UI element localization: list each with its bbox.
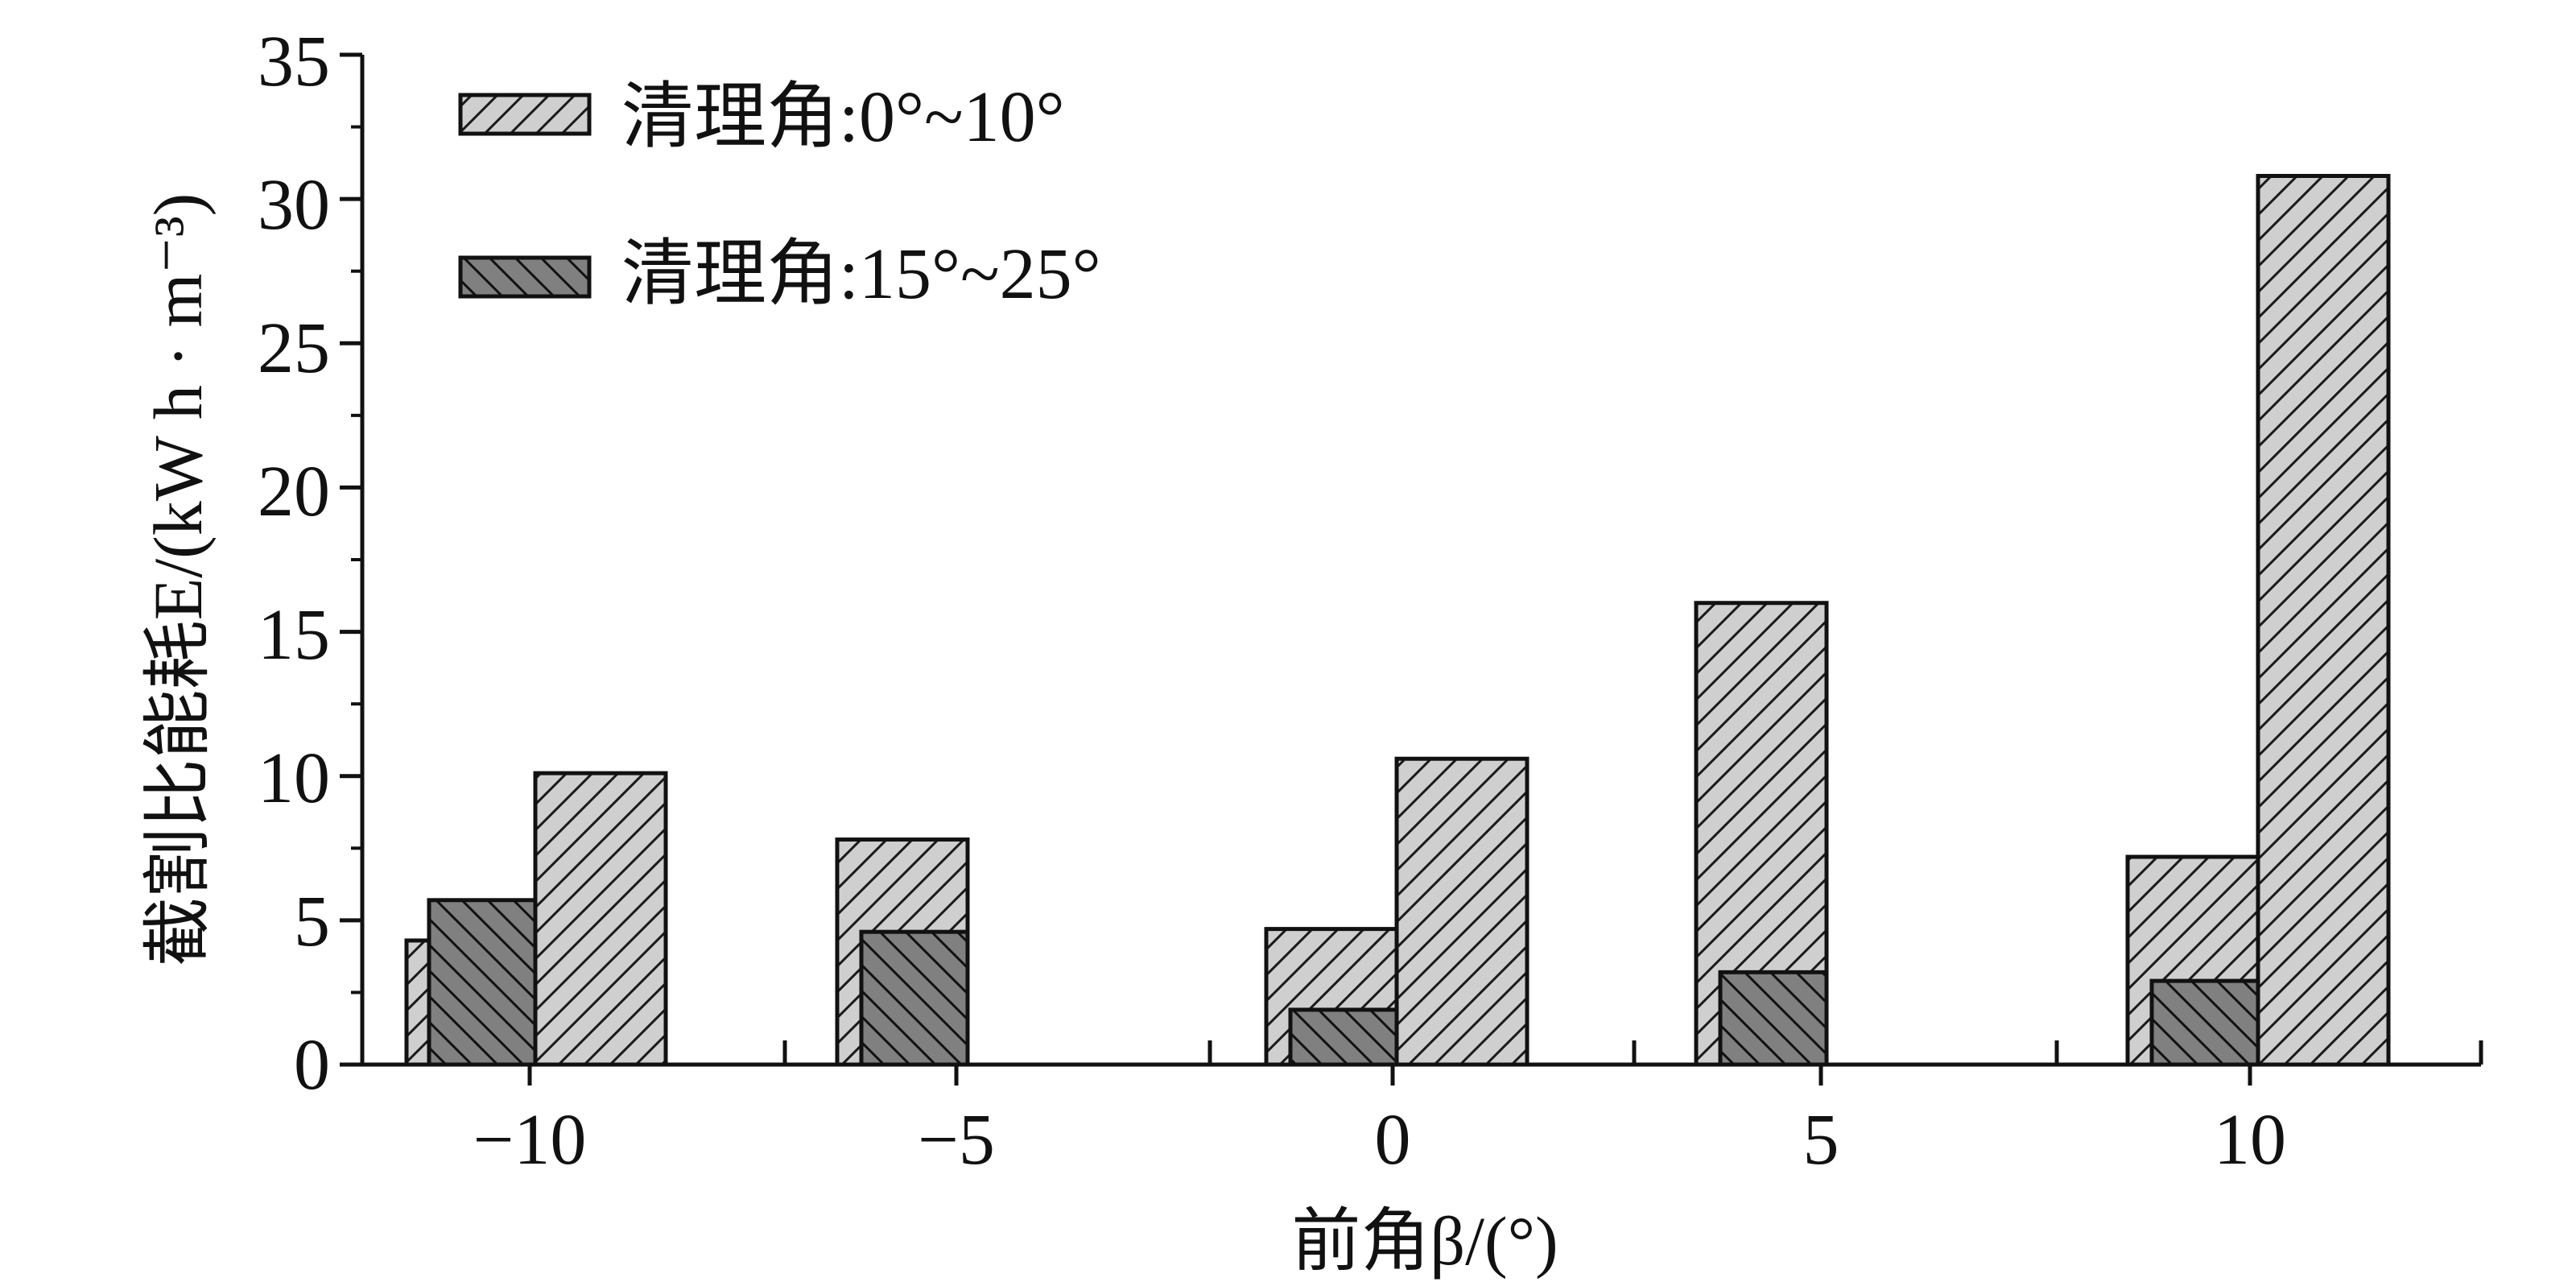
- bar-series-2-5-1: [1718, 970, 1829, 1067]
- y-tick-label: 10: [258, 738, 330, 818]
- bar-series-1-0-2: [1394, 756, 1530, 1067]
- legend-swatch-series-2: [458, 255, 592, 299]
- bar-series-1-10-2: [2256, 173, 2391, 1067]
- legend-label-series-1: 清理角:0°~10°: [621, 77, 1065, 157]
- plot-area: [340, 52, 2483, 1086]
- y-tick-label: 25: [258, 308, 330, 388]
- bar-series-2-10-1: [2149, 978, 2260, 1067]
- bar-series-2-neg5-1: [859, 929, 970, 1067]
- x-tick-label: −5: [918, 1100, 995, 1180]
- bar-series-1-neg10-1: [404, 938, 431, 1067]
- y-axis-labels: 0 5 10 15 20 25 30 35: [258, 22, 330, 1105]
- x-tick-label: 0: [1375, 1100, 1411, 1180]
- x-tick-label: 5: [1803, 1100, 1839, 1180]
- legend: 清理角:0°~10° 清理角:15°~25°: [458, 77, 1101, 314]
- bar-series-1-neg10-2: [533, 771, 668, 1067]
- y-tick-label: 30: [258, 165, 330, 245]
- y-tick-label: 20: [258, 452, 330, 531]
- x-tick-label: −10: [473, 1100, 587, 1180]
- y-tick-label: 0: [294, 1025, 330, 1105]
- y-tick-label: 5: [294, 882, 330, 962]
- bar-series-2-0-1: [1288, 1007, 1399, 1067]
- bar-series-2-neg10-1: [427, 898, 538, 1067]
- x-axis-labels: −10 −5 0 5 10: [473, 1100, 2286, 1180]
- x-tick-label: 10: [2214, 1100, 2286, 1180]
- legend-swatch-series-1: [458, 93, 592, 136]
- y-tick-label: 15: [258, 595, 330, 675]
- x-axis-title: 前角β/(°): [1291, 1202, 1558, 1280]
- y-tick-label: 35: [258, 22, 330, 101]
- legend-label-series-2: 清理角:15°~25°: [621, 234, 1101, 314]
- y-axis-title: 截割比能耗E/(kW h · m⁻³): [139, 193, 217, 967]
